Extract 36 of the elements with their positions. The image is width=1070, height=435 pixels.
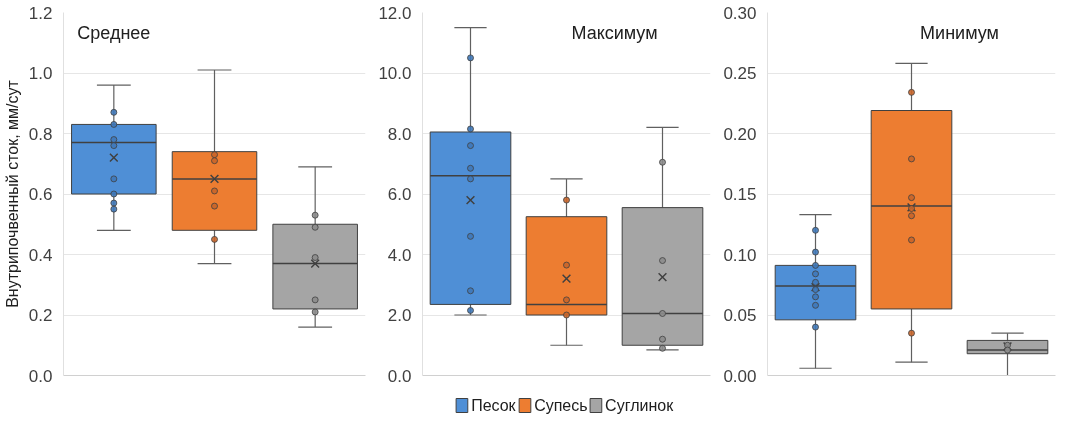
y-tick-label: 0.2	[28, 306, 53, 325]
y-tick-label: 0.20	[723, 124, 757, 144]
text: Минимум	[920, 23, 999, 44]
y-tick-label: 0.25	[723, 64, 757, 83]
text: Среднее	[77, 23, 151, 44]
y-tick-label: 0.0	[387, 366, 412, 386]
y-tick-label: 10.0	[378, 64, 412, 83]
y-tick-label: 0.0	[28, 366, 53, 386]
point	[467, 232, 474, 240]
y-tick-label: 2.0	[387, 306, 412, 325]
y-tick-label: 12.0	[378, 3, 412, 23]
point	[812, 323, 819, 331]
y-tick-label: 4.0	[387, 245, 412, 265]
y-tick-label: 0.15	[723, 185, 757, 204]
text: Максимум	[571, 23, 658, 44]
y-tick-label: 0.6	[28, 185, 53, 204]
y-tick-label: 1.2	[28, 3, 53, 23]
point	[110, 205, 118, 213]
y-tick-label: 0.30	[723, 3, 757, 23]
legend-label: Песок	[471, 397, 517, 414]
y-tick-label: 0.8	[28, 124, 53, 144]
y-tick-label: 0.00	[723, 366, 757, 386]
y-axis-title: Внутрипочвенный сток, мм/сут	[3, 79, 21, 308]
y-tick-label: 0.4	[28, 245, 53, 265]
legend-label: Суглинок	[605, 397, 675, 414]
y-tick-label: 0.10	[723, 245, 757, 265]
point	[812, 301, 819, 309]
y-tick-label: 1.0	[28, 64, 53, 83]
point	[110, 199, 118, 207]
point	[110, 190, 118, 198]
point	[467, 307, 474, 314]
y-tick-label: 6.0	[387, 185, 412, 204]
point	[467, 287, 474, 295]
y-tick-label: 0.05	[723, 306, 757, 325]
y-tick-label: 8.0	[387, 124, 412, 144]
legend-label: Супесь	[534, 397, 588, 414]
